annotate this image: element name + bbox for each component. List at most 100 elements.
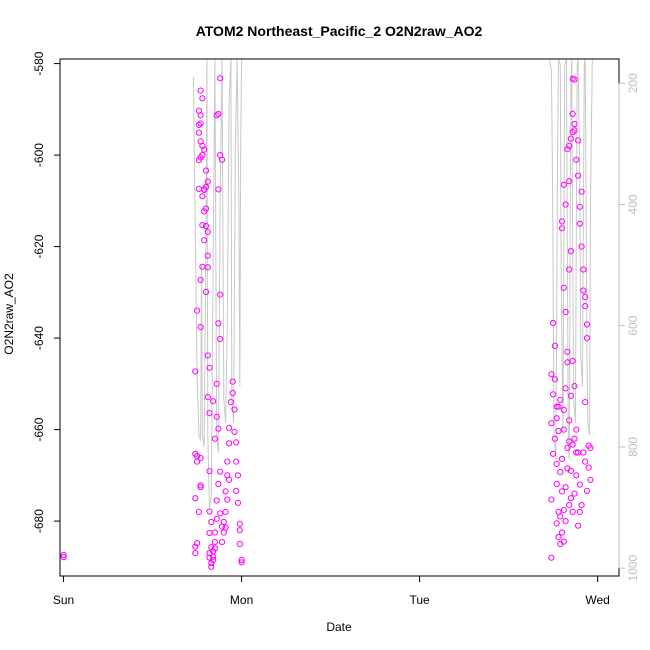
data-point [567, 495, 575, 502]
data-point [571, 76, 578, 83]
data-point [199, 222, 206, 229]
data-point [578, 243, 585, 250]
data-point [566, 142, 573, 149]
data-point [215, 320, 222, 327]
data-point [194, 458, 201, 465]
data-point [236, 540, 243, 548]
data-point [217, 291, 224, 298]
data-point [558, 529, 566, 536]
data-point [562, 201, 569, 208]
data-point [550, 450, 557, 457]
data-point [215, 110, 222, 118]
data-point [236, 520, 243, 527]
data-point [208, 563, 215, 570]
data-point [587, 476, 594, 483]
chart-title: ATOM2 Northeast_Pacific_2 O2N2raw_AO2 [196, 23, 483, 39]
data-point [233, 439, 240, 446]
data-point [575, 522, 582, 529]
data-point [197, 324, 204, 331]
data-point [571, 490, 578, 497]
data-point [197, 276, 204, 284]
data-point [566, 438, 573, 445]
data-point [210, 553, 217, 560]
data-point [197, 120, 204, 127]
data-point [583, 335, 591, 342]
data-point [583, 321, 591, 328]
data-point [218, 539, 226, 546]
data-point [548, 496, 555, 503]
data-point [195, 129, 202, 136]
data-point [560, 284, 567, 291]
data-point [548, 420, 555, 427]
data-point [208, 518, 215, 526]
data-point [229, 389, 236, 397]
data-point [562, 484, 569, 491]
data-point [204, 178, 211, 185]
data-point [201, 237, 208, 244]
x-tick-label: Tue [409, 593, 430, 607]
data-point [566, 178, 573, 185]
data-point [555, 403, 562, 410]
data-point [234, 499, 242, 506]
data-point [202, 184, 210, 191]
data-point [571, 383, 578, 390]
data-point [578, 502, 585, 509]
data-point [558, 488, 566, 495]
data-point [564, 348, 571, 355]
data-point [231, 428, 238, 435]
data-point [576, 220, 583, 227]
data-point [217, 75, 224, 82]
data-point [578, 188, 585, 195]
data-point [560, 406, 567, 413]
data-point [576, 481, 583, 488]
data-point [192, 543, 199, 550]
data-point [557, 513, 564, 520]
data-point [197, 482, 204, 489]
x-tick-label: Sun [53, 593, 74, 607]
data-point [585, 464, 592, 471]
data-point [569, 508, 576, 515]
data-point [208, 560, 215, 567]
data-point [567, 135, 575, 142]
data-point [224, 458, 231, 465]
data-point [555, 427, 562, 435]
data-point [551, 376, 559, 383]
data-point [211, 529, 218, 536]
data-point [194, 307, 201, 314]
data-point [213, 112, 220, 119]
data-point [202, 205, 210, 212]
right-tick-label: 400 [626, 194, 640, 214]
data-point [199, 142, 206, 149]
x-tick-label: Wed [585, 593, 609, 607]
data-point [222, 488, 229, 495]
data-point [195, 157, 202, 164]
data-point [553, 460, 560, 467]
data-point [199, 193, 206, 200]
data-point [197, 87, 204, 94]
data-point [582, 399, 589, 406]
data-point [226, 424, 233, 431]
data-point [560, 538, 567, 545]
data-point [564, 444, 571, 451]
right-tick-label: 600 [626, 315, 640, 335]
data-point [575, 172, 582, 179]
data-point [236, 527, 243, 534]
data-point [576, 203, 583, 210]
data-point [215, 480, 222, 488]
data-point [60, 551, 67, 559]
data-point [202, 167, 210, 174]
data-point [213, 380, 220, 387]
data-point [197, 454, 204, 462]
data-point [204, 228, 211, 235]
data-point [218, 156, 226, 163]
right-axis: 200 400 600 800 1000 [618, 73, 640, 581]
data-point [555, 534, 562, 541]
data-point [571, 127, 578, 134]
y-tick-label: -640 [32, 326, 46, 350]
data-point [553, 520, 560, 527]
data-point [213, 497, 220, 504]
data-point [580, 287, 587, 294]
data-point [566, 266, 573, 273]
y-tick-label: -620 [32, 234, 46, 258]
